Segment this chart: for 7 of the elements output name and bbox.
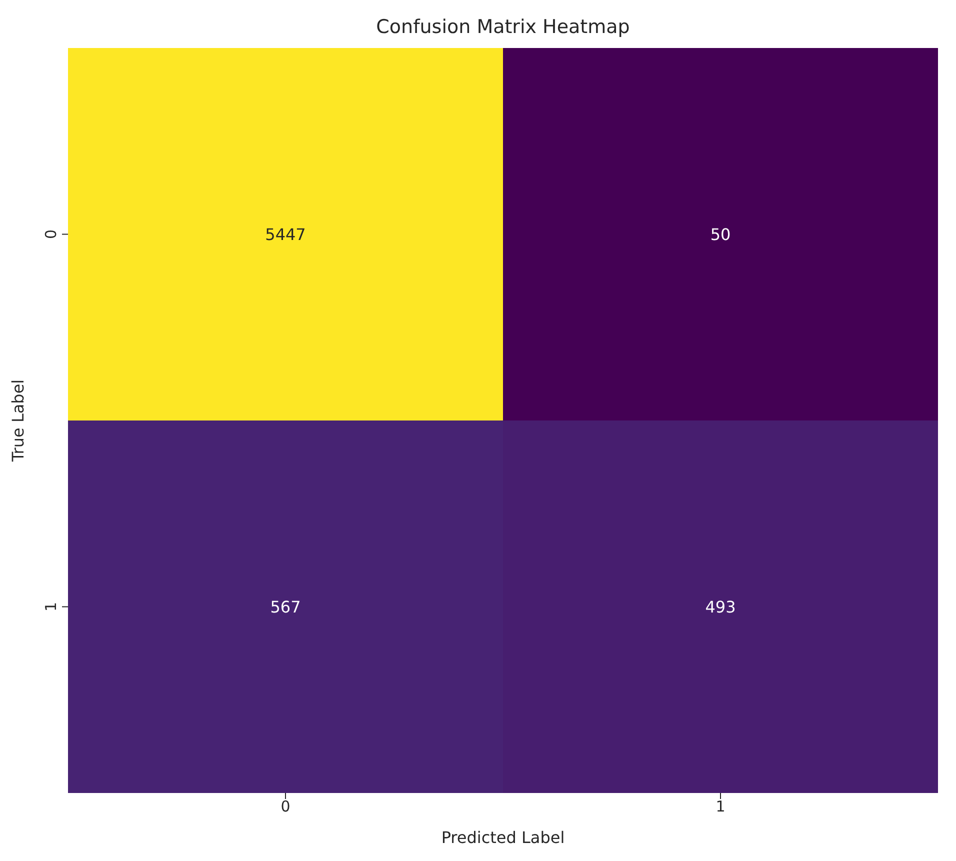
data-label: 5447 bbox=[265, 224, 306, 244]
x-axis-title: Predicted Label bbox=[441, 828, 565, 847]
chart-title: Confusion Matrix Heatmap bbox=[375, 16, 631, 38]
data-label: 493 bbox=[705, 597, 736, 616]
data-label: 567 bbox=[270, 597, 301, 616]
data-label: 50 bbox=[710, 224, 731, 244]
y-axis-title: True Label bbox=[8, 379, 28, 463]
